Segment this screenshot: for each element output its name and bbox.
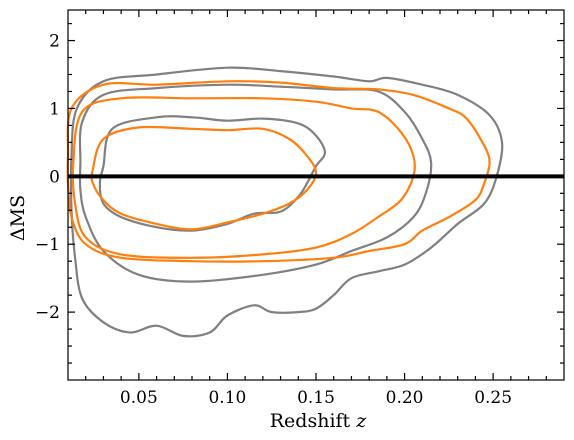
- contour-series-1-level-2: [78, 83, 433, 283]
- y-tick-label: 2: [49, 32, 60, 52]
- x-tick-label: 0.15: [297, 388, 335, 408]
- x-tick-label: 0.10: [208, 388, 246, 408]
- y-tick-label: −1: [35, 235, 60, 255]
- x-axis-label: Redshift z: [270, 410, 367, 432]
- contour-series-1-level-3: [69, 66, 504, 338]
- contour-series-2-level-1: [90, 125, 318, 231]
- x-tick-label: 0.25: [474, 388, 512, 408]
- y-tick-label: 0: [49, 167, 60, 187]
- y-axis-ticks: −2 −1 0 1 2: [35, 22, 564, 364]
- contour-series-1-level-1: [98, 115, 326, 232]
- x-axis-ticks: 0.05 0.10 0.15 0.20 0.25: [85, 10, 547, 408]
- y-tick-label: −2: [35, 303, 60, 323]
- y-tick-label: 1: [49, 99, 60, 119]
- contour-lines: [66, 66, 504, 338]
- x-tick-label: 0.20: [386, 388, 424, 408]
- x-tick-label: 0.05: [120, 388, 158, 408]
- contour-series-2-level-3: [66, 80, 491, 263]
- y-axis-label: ΔMS: [7, 195, 29, 241]
